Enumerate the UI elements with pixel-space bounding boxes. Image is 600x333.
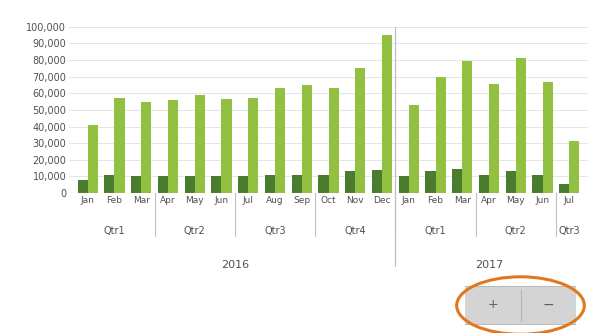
Text: Qtr2: Qtr2 [505,226,527,236]
Bar [158,176,168,193]
Text: Qtr4: Qtr4 [344,226,366,236]
Text: Qtr3: Qtr3 [559,226,580,236]
Bar [345,171,355,193]
Text: 2017: 2017 [475,260,503,270]
Bar [489,84,499,193]
Bar [141,102,151,193]
Text: 2016: 2016 [221,260,249,270]
Bar [115,98,125,193]
Bar [104,175,115,193]
Bar [275,88,285,193]
Bar [185,176,195,193]
Bar [221,99,232,193]
Text: Qtr2: Qtr2 [184,226,206,236]
Bar [506,171,516,193]
Text: Qtr1: Qtr1 [104,226,125,236]
Text: Qtr3: Qtr3 [264,226,286,236]
FancyBboxPatch shape [458,286,583,325]
Bar [559,184,569,193]
Bar [211,176,221,193]
Bar [302,85,312,193]
Bar [195,95,205,193]
Bar [382,35,392,193]
Bar [516,58,526,193]
Bar [131,176,141,193]
Bar [409,105,419,193]
Bar [88,125,98,193]
Bar [436,77,446,193]
Bar [372,170,382,193]
Bar [479,175,489,193]
Bar [462,61,472,193]
Bar [265,175,275,193]
Bar [398,176,409,193]
Text: Qtr1: Qtr1 [425,226,446,236]
Text: +: + [487,298,498,311]
Bar [425,171,436,193]
Bar [168,100,178,193]
Bar [319,175,329,193]
Bar [248,98,259,193]
Bar [238,176,248,193]
Bar [452,169,462,193]
Bar [542,82,553,193]
Bar [77,180,88,193]
Text: −: − [542,298,554,312]
Bar [569,141,580,193]
Bar [292,175,302,193]
Bar [329,88,338,193]
Bar [532,175,542,193]
Bar [355,68,365,193]
